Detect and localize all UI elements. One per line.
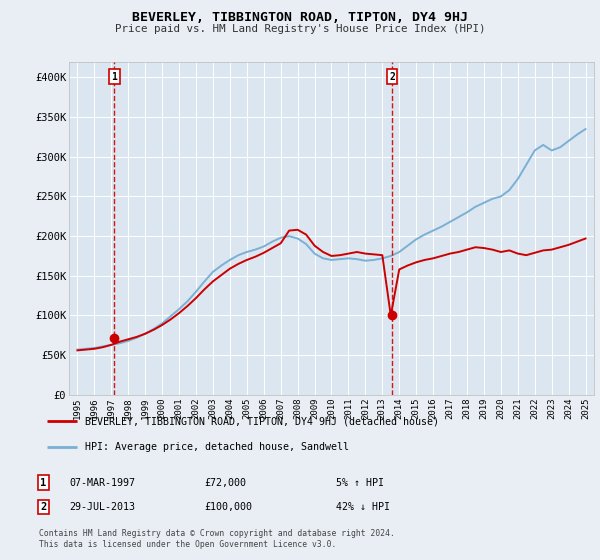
Text: 29-JUL-2013: 29-JUL-2013 bbox=[69, 502, 135, 512]
Text: HPI: Average price, detached house, Sandwell: HPI: Average price, detached house, Sand… bbox=[85, 442, 349, 451]
Text: 1: 1 bbox=[40, 478, 46, 488]
Text: BEVERLEY, TIBBINGTON ROAD, TIPTON, DY4 9HJ (detached house): BEVERLEY, TIBBINGTON ROAD, TIPTON, DY4 9… bbox=[85, 417, 439, 426]
Text: 07-MAR-1997: 07-MAR-1997 bbox=[69, 478, 135, 488]
Text: 2: 2 bbox=[40, 502, 46, 512]
Text: Contains HM Land Registry data © Crown copyright and database right 2024.
This d: Contains HM Land Registry data © Crown c… bbox=[39, 529, 395, 549]
Text: Price paid vs. HM Land Registry's House Price Index (HPI): Price paid vs. HM Land Registry's House … bbox=[115, 24, 485, 34]
Text: 42% ↓ HPI: 42% ↓ HPI bbox=[336, 502, 390, 512]
Text: 1: 1 bbox=[112, 72, 118, 82]
Text: BEVERLEY, TIBBINGTON ROAD, TIPTON, DY4 9HJ: BEVERLEY, TIBBINGTON ROAD, TIPTON, DY4 9… bbox=[132, 11, 468, 24]
Text: 5% ↑ HPI: 5% ↑ HPI bbox=[336, 478, 384, 488]
Text: 2: 2 bbox=[389, 72, 395, 82]
Text: £100,000: £100,000 bbox=[204, 502, 252, 512]
Text: £72,000: £72,000 bbox=[204, 478, 246, 488]
